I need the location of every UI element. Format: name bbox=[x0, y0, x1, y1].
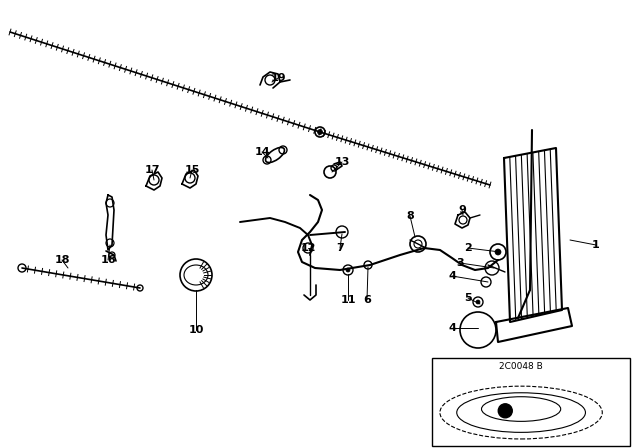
Text: 4: 4 bbox=[448, 271, 456, 281]
Text: 2C0048 B: 2C0048 B bbox=[499, 362, 543, 371]
Text: 7: 7 bbox=[336, 243, 344, 253]
Text: 15: 15 bbox=[184, 165, 200, 175]
Circle shape bbox=[476, 300, 480, 304]
Text: 2: 2 bbox=[464, 243, 472, 253]
Text: 16: 16 bbox=[100, 255, 116, 265]
Text: 3: 3 bbox=[456, 258, 464, 268]
Text: 12: 12 bbox=[300, 243, 316, 253]
Text: 9: 9 bbox=[458, 205, 466, 215]
Text: 18: 18 bbox=[54, 255, 70, 265]
Text: 19: 19 bbox=[270, 73, 286, 83]
Circle shape bbox=[495, 249, 501, 255]
Text: 5: 5 bbox=[464, 293, 472, 303]
Text: 13: 13 bbox=[334, 157, 349, 167]
Text: 1: 1 bbox=[592, 240, 600, 250]
Circle shape bbox=[499, 404, 512, 418]
Text: 17: 17 bbox=[144, 165, 160, 175]
Circle shape bbox=[346, 268, 350, 272]
Text: 10: 10 bbox=[188, 325, 204, 335]
Text: 6: 6 bbox=[363, 295, 371, 305]
Text: 11: 11 bbox=[340, 295, 356, 305]
Circle shape bbox=[317, 129, 323, 134]
Text: 8: 8 bbox=[406, 211, 414, 221]
Text: 4: 4 bbox=[448, 323, 456, 333]
Bar bbox=[432, 358, 630, 446]
Text: 14: 14 bbox=[254, 147, 270, 157]
